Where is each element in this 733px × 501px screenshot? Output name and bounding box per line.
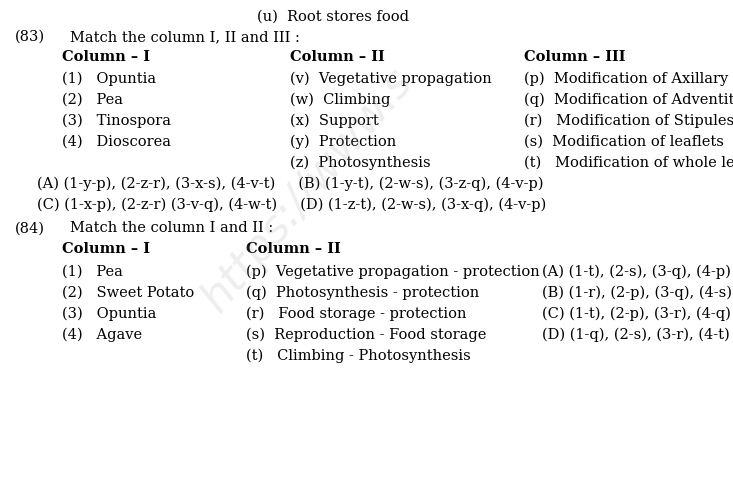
Text: (y)  Protection: (y) Protection — [290, 134, 396, 149]
Text: (q)  Modification of Adventitious root: (q) Modification of Adventitious root — [524, 92, 733, 107]
Text: (C) (1-t), (2-p), (3-r), (4-q): (C) (1-t), (2-p), (3-r), (4-q) — [542, 307, 732, 321]
Text: (s)  Modification of leaflets: (s) Modification of leaflets — [524, 134, 724, 148]
Text: Column – III: Column – III — [524, 50, 625, 64]
Text: (t)   Climbing - Photosynthesis: (t) Climbing - Photosynthesis — [246, 349, 471, 363]
Text: Column – I: Column – I — [62, 242, 150, 257]
Text: Match the column I, II and III :: Match the column I, II and III : — [70, 30, 300, 44]
Text: (p)  Modification of Axillary bud: (p) Modification of Axillary bud — [524, 71, 733, 86]
Text: Column – II: Column – II — [246, 242, 340, 257]
Text: (p)  Vegetative propagation - protection: (p) Vegetative propagation - protection — [246, 265, 539, 279]
Text: Column – II: Column – II — [290, 50, 384, 64]
Text: (84): (84) — [15, 221, 45, 235]
Text: Match the column I and II :: Match the column I and II : — [70, 221, 273, 235]
Text: (D) (1-q), (2-s), (3-r), (4-t): (D) (1-q), (2-s), (3-r), (4-t) — [542, 328, 730, 342]
Text: (t)   Modification of whole leaf: (t) Modification of whole leaf — [524, 155, 733, 169]
Text: Column – I: Column – I — [62, 50, 150, 64]
Text: (C) (1-x-p), (2-z-r) (3-v-q), (4-w-t)     (D) (1-z-t), (2-w-s), (3-x-q), (4-v-p): (C) (1-x-p), (2-z-r) (3-v-q), (4-w-t) (D… — [37, 197, 546, 212]
Text: (3)   Opuntia: (3) Opuntia — [62, 307, 157, 321]
Text: (s)  Reproduction - Food storage: (s) Reproduction - Food storage — [246, 328, 486, 342]
Text: (4)   Agave: (4) Agave — [62, 328, 142, 342]
Text: (v)  Vegetative propagation: (v) Vegetative propagation — [290, 71, 491, 86]
Text: (A) (1-t), (2-s), (3-q), (4-p): (A) (1-t), (2-s), (3-q), (4-p) — [542, 265, 732, 279]
Text: (x)  Support: (x) Support — [290, 113, 378, 128]
Text: (1)   Opuntia: (1) Opuntia — [62, 71, 156, 86]
Text: (3)   Tinospora: (3) Tinospora — [62, 113, 172, 128]
Text: (2)   Pea: (2) Pea — [62, 92, 123, 106]
Text: (u)  Root stores food: (u) Root stores food — [257, 10, 408, 24]
Text: (83): (83) — [15, 30, 45, 44]
Text: (B) (1-r), (2-p), (3-q), (4-s): (B) (1-r), (2-p), (3-q), (4-s) — [542, 286, 732, 300]
Text: (1)   Pea: (1) Pea — [62, 265, 123, 279]
Text: (2)   Sweet Potato: (2) Sweet Potato — [62, 286, 194, 300]
Text: (A) (1-y-p), (2-z-r), (3-x-s), (4-v-t)     (B) (1-y-t), (2-w-s), (3-z-q), (4-v-p: (A) (1-y-p), (2-z-r), (3-x-s), (4-v-t) (… — [37, 176, 543, 191]
Text: https://www.s: https://www.s — [194, 61, 421, 320]
Text: (4)   Dioscorea: (4) Dioscorea — [62, 134, 172, 148]
Text: (z)  Photosynthesis: (z) Photosynthesis — [290, 155, 430, 170]
Text: (w)  Climbing: (w) Climbing — [290, 92, 390, 107]
Text: (r)   Modification of Stipules: (r) Modification of Stipules — [524, 113, 733, 128]
Text: (r)   Food storage - protection: (r) Food storage - protection — [246, 307, 466, 321]
Text: (q)  Photosynthesis - protection: (q) Photosynthesis - protection — [246, 286, 479, 300]
